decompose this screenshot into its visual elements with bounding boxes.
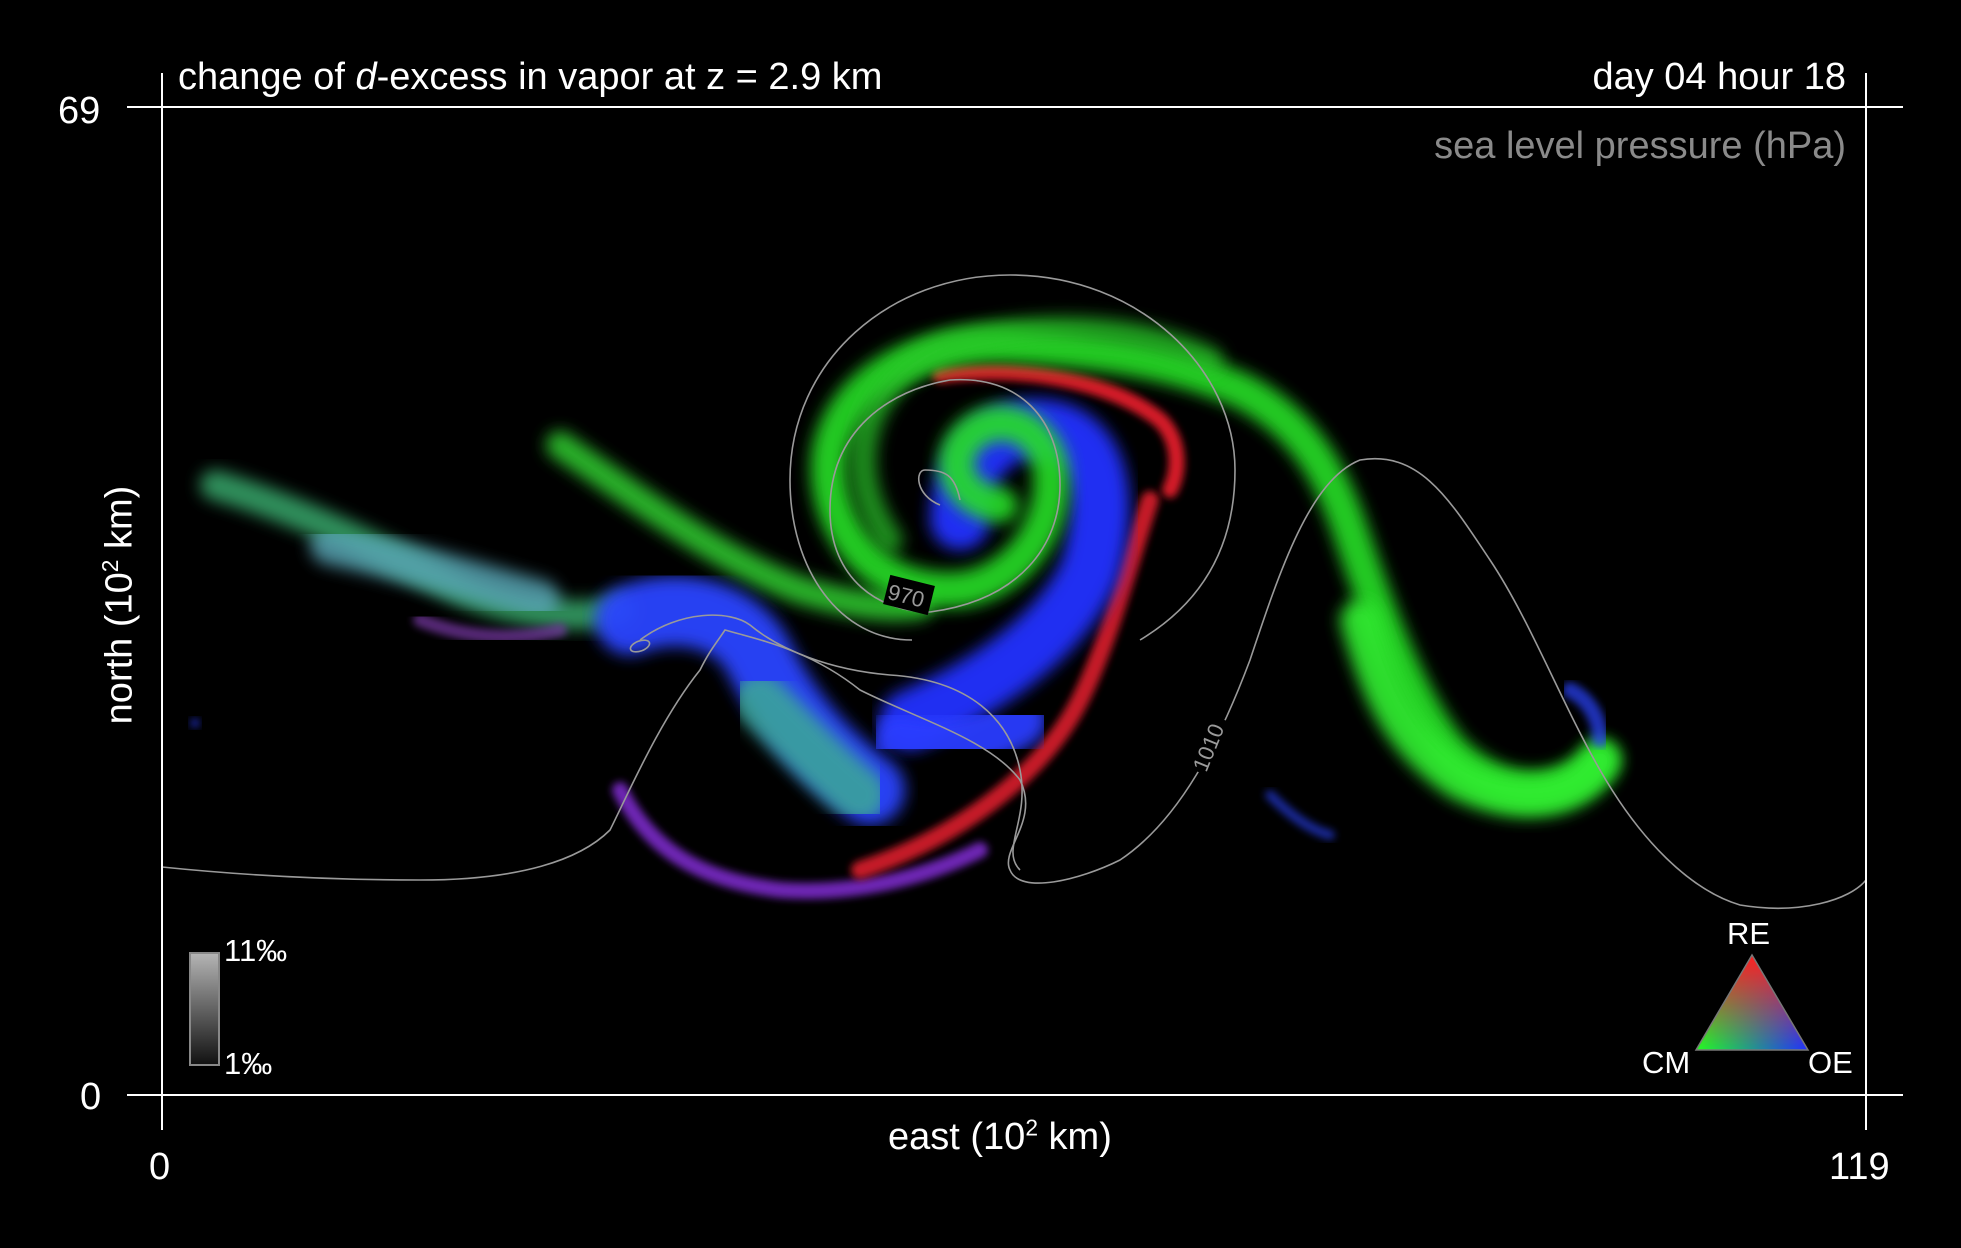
green-outer-band (850, 316, 1223, 553)
timestamp: day 04 hour 18 (1592, 56, 1846, 98)
triangle-red-overlay (1696, 955, 1808, 1050)
d-excess-field (190, 316, 1620, 899)
axes-frame (127, 73, 1903, 1130)
x-axis-label: east (102 km) (888, 1114, 1112, 1158)
triangle-label-re: RE (1727, 916, 1771, 951)
triangle-label-cm: CM (1642, 1045, 1691, 1080)
x-tick-right: 119 (1829, 1146, 1890, 1188)
west-purple (413, 613, 567, 644)
south-purple-arc (612, 782, 988, 899)
triangle-outline (1694, 953, 1810, 1051)
contour-label-bg-970 (883, 574, 935, 616)
central-teal (732, 672, 888, 823)
scale-min-label: 1‰ (224, 1046, 273, 1081)
west-plume-core (310, 525, 560, 620)
intensity-scale-bar (189, 952, 220, 1066)
nw-green-band (546, 431, 934, 621)
contour-970 (829, 378, 1061, 613)
color-triangle (1694, 953, 1810, 1051)
contour-990 (789, 274, 1236, 641)
blue-south-lobe (872, 692, 1048, 772)
scale-max-label: 11‰ (224, 933, 288, 968)
y-tick-top: 69 (58, 90, 101, 132)
green-east-tail (1340, 600, 1620, 818)
overlay-label: sea level pressure (hPa) (1434, 125, 1846, 167)
inner-blue-swirl (880, 398, 1130, 750)
contour-small-ring (629, 639, 651, 653)
x-tick-left: 0 (149, 1146, 171, 1188)
pressure-contours (161, 274, 1867, 909)
contour-label-bg-1010 (1184, 712, 1234, 778)
contour-inner-loop (917, 469, 961, 506)
spiral-red-arc (932, 364, 1185, 498)
chart-title: change of d-excess in vapor at z = 2.9 k… (178, 56, 883, 98)
contour-mid (639, 614, 1023, 871)
east-blue-speck (1562, 682, 1608, 748)
contour-1010 (161, 457, 1867, 909)
southeast-blue-speck (1265, 790, 1335, 840)
south-red-arc (851, 491, 1159, 879)
triangle-label-oe: OE (1808, 1045, 1853, 1080)
west-speck (190, 718, 200, 728)
y-axis-label: north (102 km) (96, 485, 141, 725)
y-tick-bottom: 0 (80, 1076, 102, 1118)
